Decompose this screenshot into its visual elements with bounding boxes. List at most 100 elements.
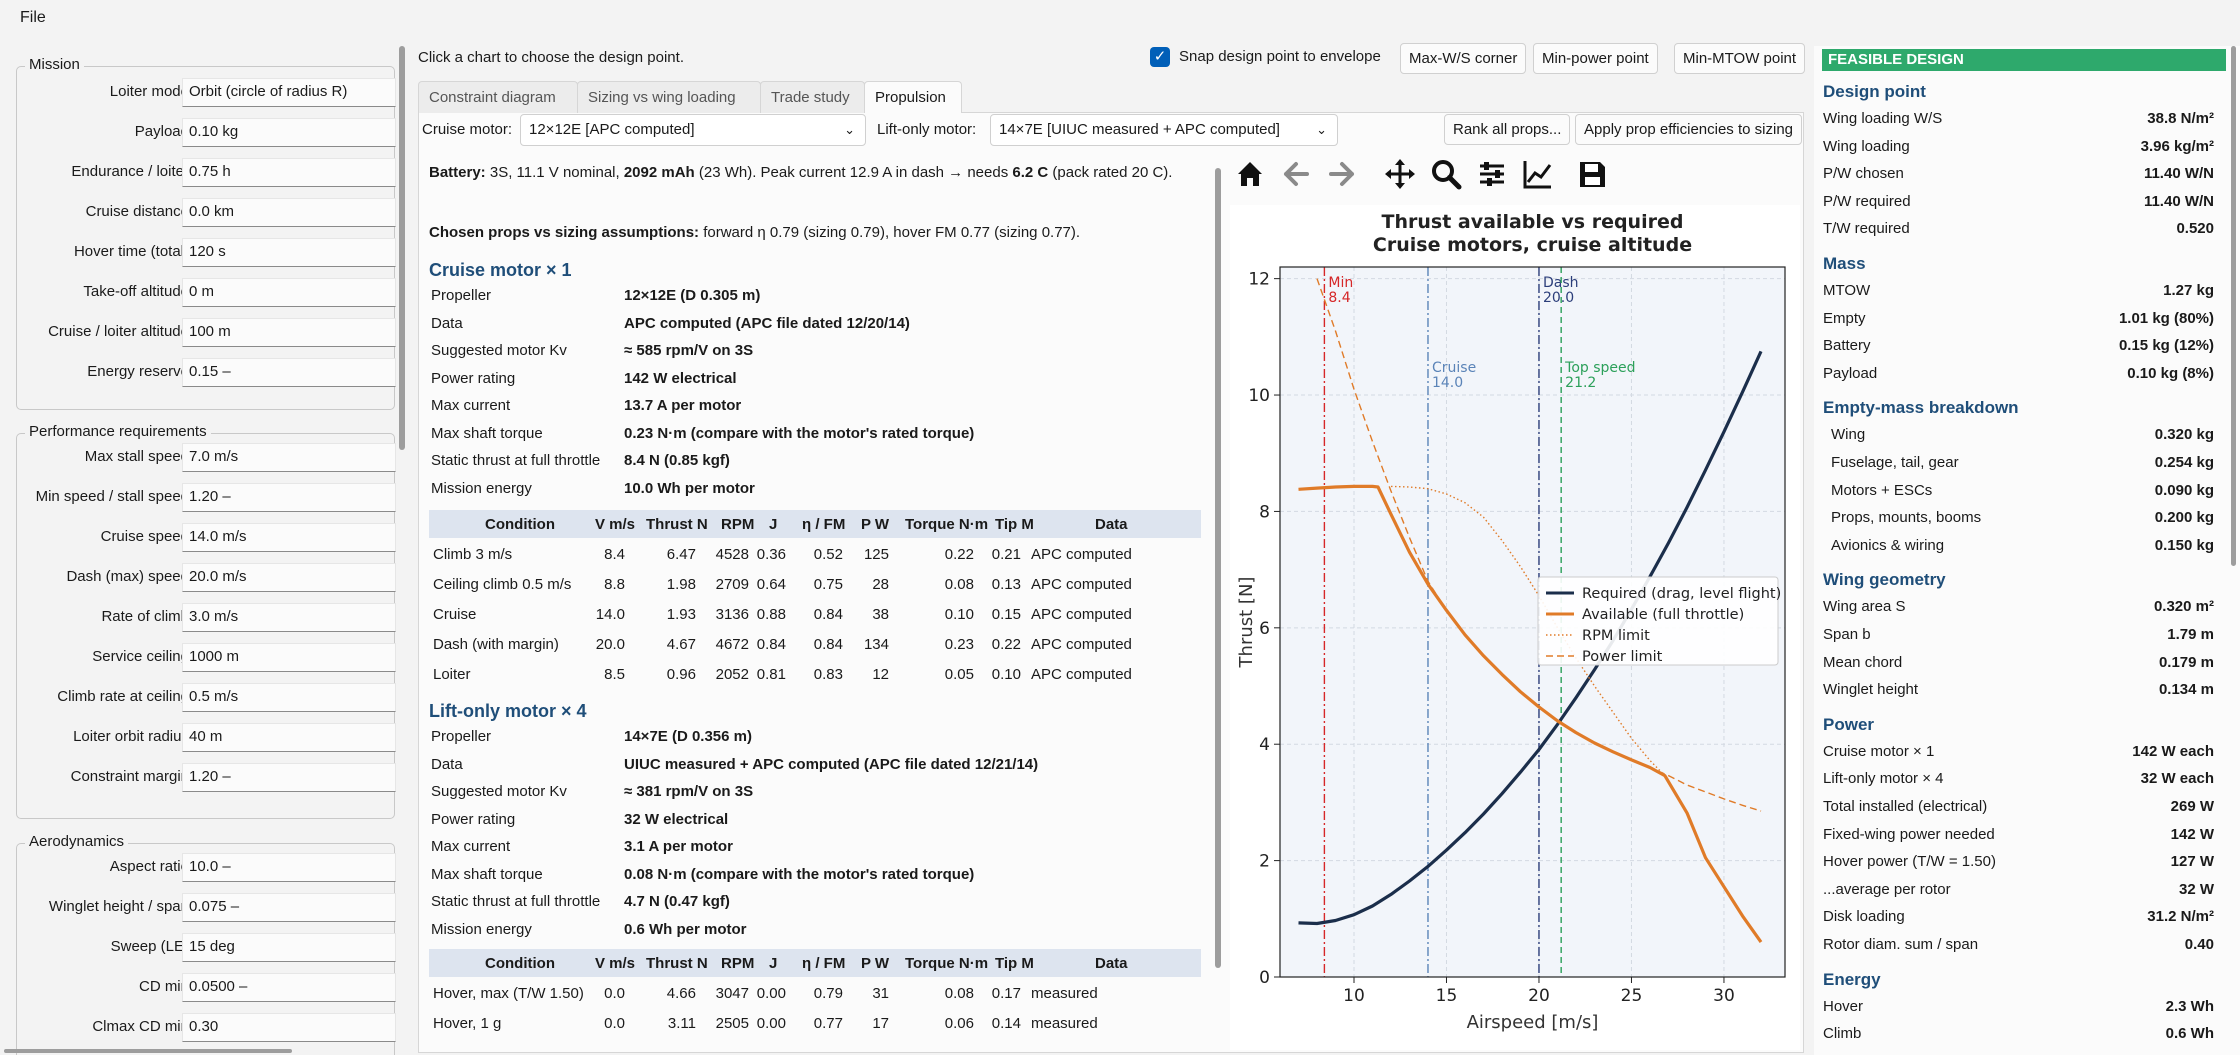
table-cell: 0.05 <box>944 666 974 683</box>
horizontal-scrollbar[interactable] <box>4 1049 292 1053</box>
summary-label: Motors + ESCs <box>1831 481 1933 499</box>
table-cell: Cruise <box>433 606 477 623</box>
battery-summary: Battery: 3S, 11.1 V nominal, 2092 mAh (2… <box>429 162 1209 183</box>
spec-label: Mission energy <box>431 920 532 938</box>
min-mtow-point-button[interactable]: Min-MTOW point <box>1674 43 1806 74</box>
save-icon[interactable] <box>1574 156 1610 192</box>
table-cell: 0.10 <box>991 666 1021 683</box>
column-header: Thrust N <box>646 955 708 972</box>
table-cell: 0.0 <box>604 1015 625 1032</box>
pan-icon[interactable] <box>1382 156 1418 192</box>
aerodynamics-group: Aerodynamics Aspect ratio 10.0 – Winglet h… <box>16 833 396 1055</box>
table-cell: 20.0 <box>595 636 625 653</box>
field-row: Energy reserve 0.15 – <box>17 355 396 389</box>
summary-value: 0.520 <box>2176 220 2214 238</box>
table-cell: 1.98 <box>666 576 696 593</box>
max-ws-corner-button[interactable]: Max-W/S corner <box>1400 43 1527 74</box>
field-label: Climb rate at ceiling <box>57 688 189 705</box>
legend-label: Required (drag, level flight) <box>1582 586 1781 602</box>
field-label: Rate of climb <box>101 608 189 625</box>
summary-value: 31.2 N/m² <box>2147 908 2214 926</box>
field-input[interactable]: 10.0 – <box>182 853 396 882</box>
checkmark-icon[interactable]: ✓ <box>1150 47 1170 67</box>
tab-sizing-vs-wing-loading[interactable]: Sizing vs wing loading <box>577 81 761 113</box>
props-vs-sizing-summary: Chosen props vs sizing assumptions: forw… <box>429 222 1209 243</box>
edit-axes-icon[interactable] <box>1520 156 1556 192</box>
input-panel: Mission Loiter mode Orbit (circle of radi… <box>0 46 408 1055</box>
thrust-chart[interactable]: 1015202530024681012Min8.4Cruise14.0Dash2… <box>1230 205 1800 1050</box>
field-input[interactable]: 14.0 m/s <box>182 523 396 552</box>
table-cell: 0.88 <box>756 606 786 623</box>
zoom-icon[interactable] <box>1428 156 1464 192</box>
summary-label: Battery <box>1823 337 1871 355</box>
field-input[interactable]: 20.0 m/s <box>182 563 396 592</box>
forward-arrow-icon[interactable] <box>1324 156 1360 192</box>
cruise-motor-label: Cruise motor: <box>422 121 513 138</box>
home-icon[interactable] <box>1232 156 1268 192</box>
spec-label: Max shaft torque <box>431 424 543 442</box>
propulsion-report: Battery: 3S, 11.1 V nominal, 2092 mAh (2… <box>420 155 1210 1050</box>
min-power-point-button[interactable]: Min-power point <box>1533 43 1658 74</box>
field-label: Cruise / loiter altitude <box>48 323 189 340</box>
rank-all-props-button[interactable]: Rank all props... <box>1444 114 1571 145</box>
field-input[interactable]: 7.0 m/s <box>182 443 396 472</box>
table-row: Loiter 8.5 0.96 2052 0.81 0.83 12 0.05 0.10 APC c… <box>429 660 1201 690</box>
thrust-chart-svg[interactable]: 1015202530024681012Min8.4Cruise14.0Dash2… <box>1230 205 1800 1050</box>
field-input[interactable]: 0.0500 – <box>182 973 396 1002</box>
apply-prop-efficiencies-button[interactable]: Apply prop efficiencies to sizing <box>1575 114 1803 145</box>
spec-value: 12×12E (D 0.305 m) <box>624 287 761 304</box>
field-input[interactable]: Orbit (circle of radius R) <box>182 78 396 107</box>
field-label: Service ceiling <box>92 648 189 665</box>
file-menu[interactable]: File <box>20 9 46 26</box>
summary-scrollbar[interactable] <box>2231 46 2236 566</box>
spec-value: 14×7E (D 0.356 m) <box>624 728 752 745</box>
table-cell: APC computed <box>1031 546 1132 563</box>
field-input[interactable]: 100 m <box>182 318 396 347</box>
field-input[interactable]: 120 s <box>182 238 396 267</box>
summary-value: 3.96 kg/m² <box>2140 137 2214 155</box>
tab-propulsion[interactable]: Propulsion <box>864 81 962 113</box>
table-cell: 28 <box>872 576 889 593</box>
left-panel-scrollbar[interactable] <box>399 46 405 450</box>
tab-constraint-diagram[interactable]: Constraint diagram <box>418 81 578 113</box>
table-cell: 0.84 <box>813 636 843 653</box>
reference-value: 14.0 <box>1432 375 1463 391</box>
field-input[interactable]: 40 m <box>182 723 396 752</box>
field-input[interactable]: 1000 m <box>182 643 396 672</box>
table-row: Hover, 1 g 0.0 3.11 2505 0.00 0.77 17 0.06 0.14 m… <box>429 1009 1201 1039</box>
configure-subplots-icon[interactable] <box>1474 156 1510 192</box>
cruise-motor-select[interactable]: 12×12E [APC computed] ⌄ <box>520 114 866 146</box>
field-input[interactable]: 0.5 m/s <box>182 683 396 712</box>
field-label: Constraint margin <box>70 768 189 785</box>
field-input[interactable]: 0.075 – <box>182 893 396 922</box>
table-cell: 134 <box>863 636 889 653</box>
series-line-0 <box>1298 350 1763 926</box>
column-header: Data <box>1095 516 1128 533</box>
field-input[interactable]: 0.15 – <box>182 358 396 387</box>
field-input[interactable]: 0.30 <box>182 1013 396 1042</box>
battery-label: Battery: <box>429 164 486 181</box>
field-input[interactable]: 1.20 – <box>182 483 396 512</box>
field-input[interactable]: 0.0 km <box>182 198 396 227</box>
field-row: Climb rate at ceiling 0.5 m/s <box>17 680 396 714</box>
field-input[interactable]: 3.0 m/s <box>182 603 396 632</box>
chosen-props-label: Chosen props vs sizing assumptions: <box>429 224 700 241</box>
field-input[interactable]: 1.20 – <box>182 763 396 792</box>
table-cell: 0.79 <box>813 985 843 1002</box>
legend-label: Available (full throttle) <box>1582 607 1744 623</box>
tab-trade-study[interactable]: Trade study <box>760 81 865 113</box>
field-input[interactable]: 15 deg <box>182 933 396 962</box>
battery-c-rating: 6.2 C <box>1012 164 1049 181</box>
field-input[interactable]: 0.75 h <box>182 158 396 187</box>
summary-label: Avionics & wiring <box>1831 536 1945 554</box>
lift-motor-select[interactable]: 14×7E [UIUC measured + APC computed] ⌄ <box>990 114 1338 146</box>
back-arrow-icon[interactable] <box>1278 156 1314 192</box>
field-input[interactable]: 0 m <box>182 278 396 307</box>
summary-label: P/W chosen <box>1823 165 1904 183</box>
field-input[interactable]: 0.10 kg <box>182 118 396 147</box>
report-scrollbar[interactable] <box>1215 168 1221 968</box>
table-cell: Dash (with margin) <box>433 636 559 653</box>
spec-label: Static thrust at full throttle <box>431 893 601 910</box>
performance-group: Performance requirements Max stall speed… <box>16 423 396 819</box>
table-cell: 125 <box>863 546 889 563</box>
